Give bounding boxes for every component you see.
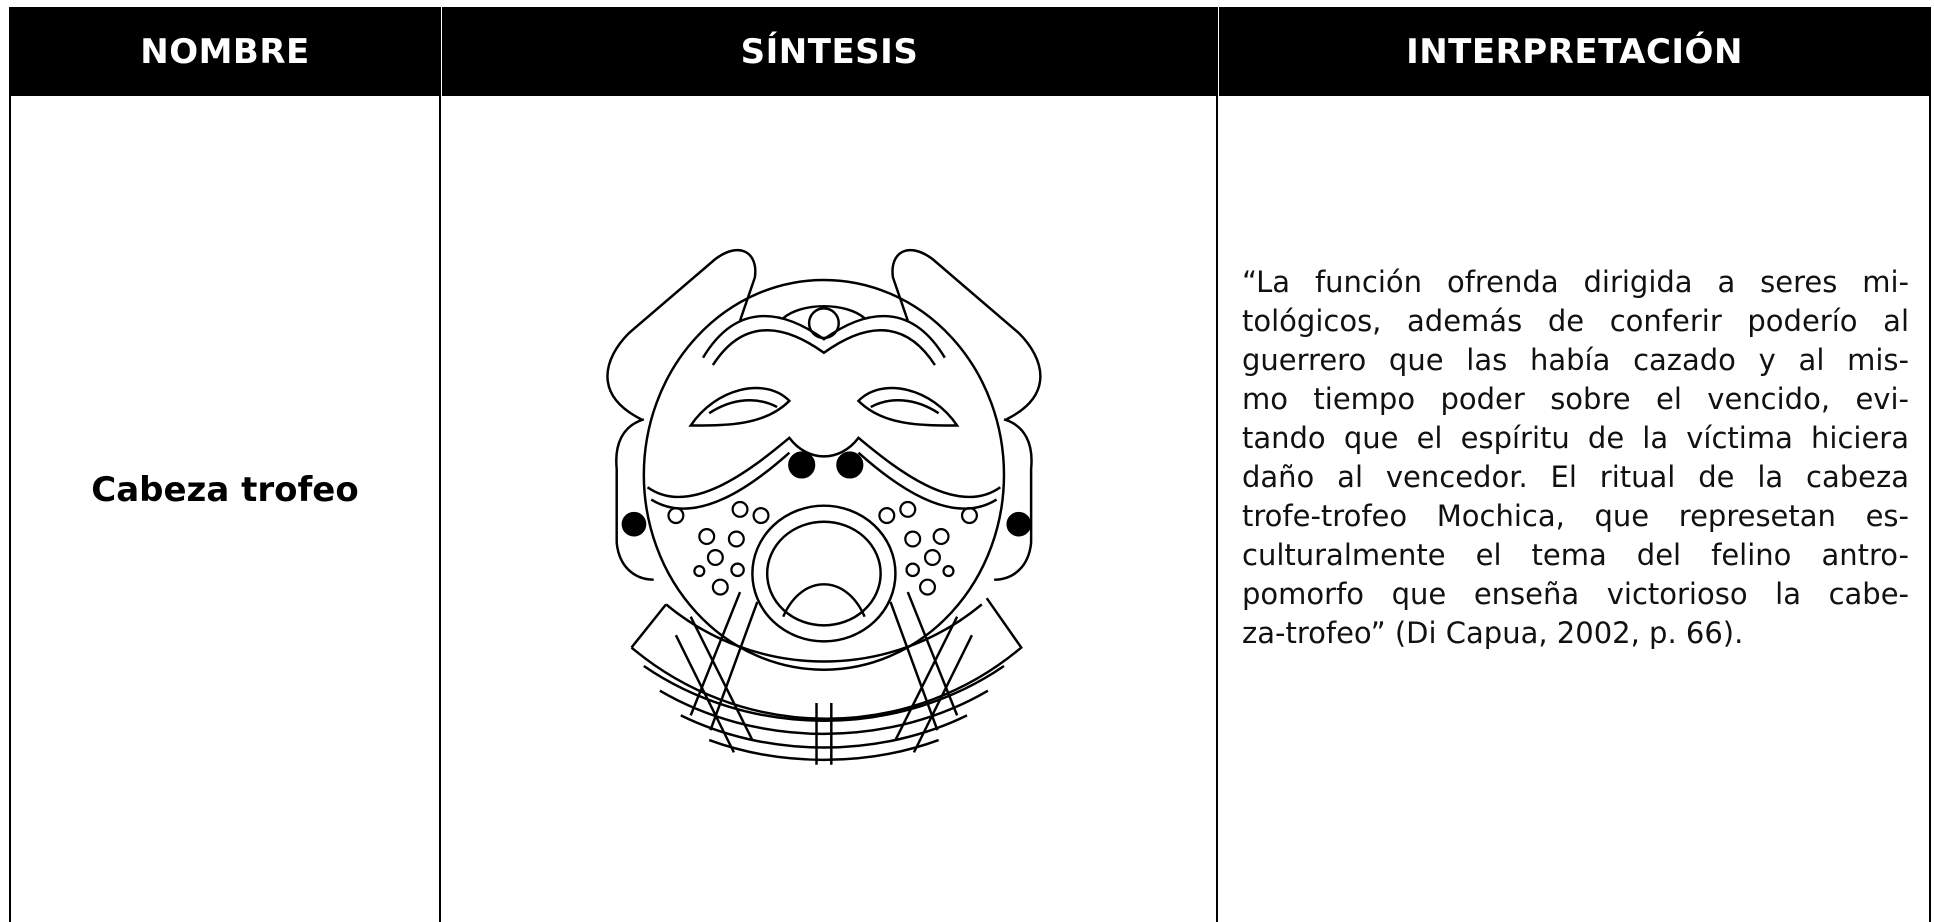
header-cell: SÍNTESIS: [442, 7, 1217, 96]
border: [439, 7, 441, 922]
text-line: trofe-trofeo Mochica, que represetan es-: [1242, 499, 1909, 533]
text-line: za-trofeo” (Di Capua, 2002, p. 66).: [1242, 616, 1744, 650]
text-line: “La función ofrenda dirigida a seres mi-: [1242, 265, 1909, 299]
text-line: culturalmente el tema del felino antro-: [1242, 538, 1909, 572]
text-line: daño al vencedor. El ritual de la cabeza: [1242, 460, 1909, 494]
border: [1216, 7, 1218, 922]
header-cell: NOMBRE: [10, 7, 440, 96]
border: [9, 7, 11, 922]
header-cell: INTERPRETACIÓN: [1219, 7, 1930, 96]
text-line: mo tiempo poder sobre el vencido, evi-: [1242, 382, 1909, 416]
border: [1929, 7, 1931, 922]
text-line: guerrero que las había cazado y al mis-: [1242, 343, 1909, 377]
text-line: tando que el espíritu de la víctima hici…: [1242, 421, 1909, 455]
text-line: pomorfo que enseña victorioso la cabe-: [1242, 577, 1909, 611]
interpretation: “La función ofrenda dirigida a seres mi-…: [1242, 263, 1909, 653]
row-name: Cabeza trofeo: [91, 470, 359, 510]
text-line: tológicos, además de conferir poderío al: [1242, 304, 1909, 338]
